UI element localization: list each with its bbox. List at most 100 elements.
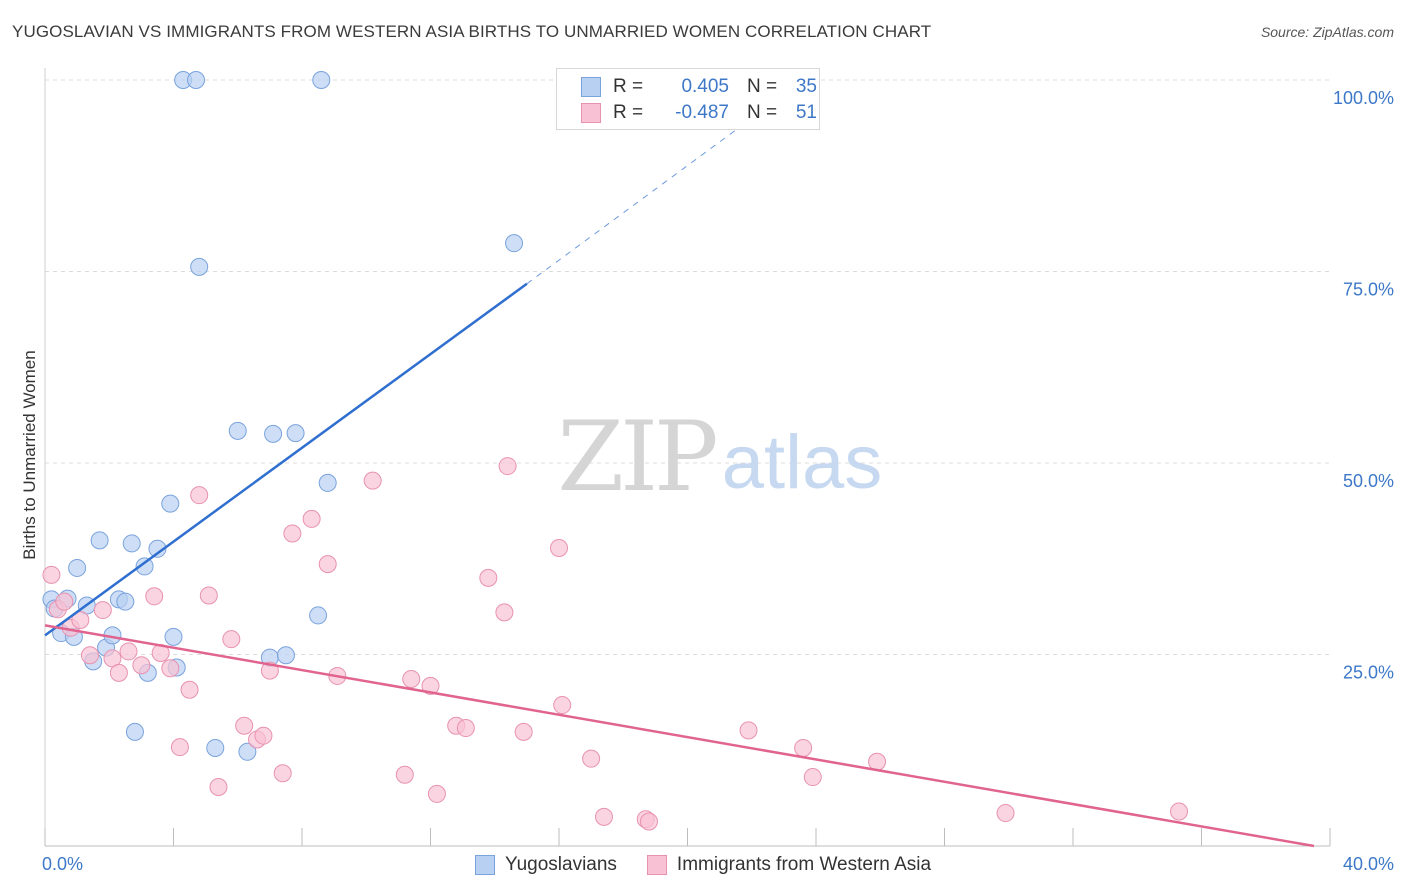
point-immigrant (132, 656, 151, 675)
trend-line-yugoslavians (44, 282, 528, 637)
legend-row-yugoslavians: R = 0.405 N = 35 (581, 74, 817, 100)
point-yugoslavian (148, 539, 167, 558)
legend-swatch-pink (646, 855, 667, 875)
point-immigrant (283, 524, 302, 543)
legend-label-immigrants: Immigrants from Western Asia (676, 854, 932, 875)
point-immigrant (161, 659, 180, 678)
point-immigrant (273, 764, 292, 783)
point-immigrant (235, 716, 254, 735)
point-immigrant (421, 676, 440, 695)
series-legend: Yugoslavians Immigrants from Western Asi… (0, 852, 1406, 878)
source-note: Source: ZipAtlas.com (1260, 24, 1394, 40)
point-immigrant (209, 778, 228, 797)
y-tick-label: 50.0% (1343, 471, 1394, 491)
y-tick-label: 75.0% (1343, 280, 1394, 300)
point-immigrant (254, 726, 273, 745)
point-yugoslavian (286, 424, 305, 443)
trend-line-yugoslavians-extension (526, 117, 753, 285)
watermark: ZIP atlas (557, 401, 882, 513)
point-yugoslavian (164, 627, 183, 646)
point-immigrant (55, 592, 74, 611)
legend-swatch-blue (474, 855, 495, 875)
point-immigrant (550, 539, 568, 558)
legend-item-yugoslavians: Yugoslavians (474, 854, 617, 876)
axes (44, 68, 1331, 847)
point-immigrant (582, 749, 601, 768)
point-yugoslavian (228, 421, 247, 440)
point-immigrant (199, 586, 218, 605)
legend-r-label: R = (613, 76, 644, 97)
point-immigrant (71, 611, 90, 630)
point-immigrant (996, 804, 1015, 823)
point-immigrant (553, 696, 572, 715)
watermark-zip: ZIP (557, 401, 716, 513)
point-yugoslavian (238, 742, 257, 761)
legend-label-yugoslavians: Yugoslavians (504, 854, 617, 875)
point-immigrant (498, 457, 517, 476)
point-immigrant (427, 784, 446, 803)
point-immigrant (363, 471, 382, 490)
point-immigrant (190, 486, 209, 505)
watermark-atlas: atlas (722, 420, 883, 505)
point-immigrant (479, 568, 498, 587)
data-points (42, 71, 1189, 831)
legend-n-label: N = (747, 102, 778, 123)
stats-legend: R = 0.405 N = 35 R = -0.487 N = 51 (556, 68, 820, 130)
point-immigrant (145, 587, 164, 606)
point-immigrant (42, 565, 61, 584)
point-immigrant (180, 680, 199, 699)
point-immigrant (109, 663, 128, 682)
y-tick-label: 100.0% (1333, 88, 1394, 108)
gridlines (45, 79, 1330, 655)
legend-r-value: 0.405 (681, 76, 729, 97)
point-yugoslavian (68, 558, 87, 577)
point-immigrant (93, 601, 112, 620)
point-immigrant (318, 555, 337, 574)
point-yugoslavian (505, 234, 524, 253)
legend-n-value: 51 (795, 102, 817, 123)
point-yugoslavian (276, 646, 295, 665)
point-yugoslavian (309, 606, 328, 625)
legend-item-immigrants: Immigrants from Western Asia (646, 854, 932, 876)
legend-swatch-blue (581, 77, 601, 97)
point-immigrant (302, 509, 321, 528)
point-yugoslavian (190, 257, 209, 276)
chart-title: YUGOSLAVIAN VS IMMIGRANTS FROM WESTERN A… (12, 22, 932, 41)
point-yugoslavian (264, 424, 283, 443)
point-yugoslavian (90, 531, 109, 550)
point-immigrant (639, 812, 658, 831)
point-immigrant (594, 807, 613, 826)
point-immigrant (456, 719, 475, 738)
point-yugoslavian (186, 71, 205, 89)
legend-r-value: -0.487 (675, 102, 729, 123)
point-immigrant (119, 642, 138, 661)
point-immigrant (222, 630, 241, 649)
point-yugoslavian (312, 71, 331, 89)
trend-line-immigrants (44, 624, 1315, 848)
point-immigrant (1170, 802, 1189, 821)
point-immigrant (803, 768, 822, 787)
point-immigrant (794, 738, 813, 757)
y-tick-label: 25.0% (1343, 663, 1394, 683)
point-yugoslavian (122, 534, 141, 553)
point-yugoslavian (125, 722, 144, 741)
point-immigrant (868, 752, 887, 771)
point-immigrant (402, 670, 421, 689)
trend-lines (44, 117, 1315, 848)
point-immigrant (739, 721, 758, 740)
point-yugoslavian (318, 473, 337, 492)
legend-n-value: 35 (795, 76, 817, 97)
point-immigrant (395, 765, 414, 784)
point-yugoslavian (161, 494, 180, 513)
legend-swatch-pink (581, 103, 601, 123)
tick-labels: 25.0% 50.0% 75.0% 100.0% 0.0% 40.0% (42, 88, 1394, 874)
x-tick-label: 0.0% (42, 854, 83, 874)
point-yugoslavian (135, 557, 154, 576)
point-immigrant (495, 603, 514, 622)
point-immigrant (80, 646, 99, 665)
legend-row-immigrants: R = -0.487 N = 51 (581, 100, 817, 126)
legend-n-label: N = (747, 76, 778, 97)
point-immigrant (514, 722, 533, 741)
point-yugoslavian (116, 592, 135, 611)
